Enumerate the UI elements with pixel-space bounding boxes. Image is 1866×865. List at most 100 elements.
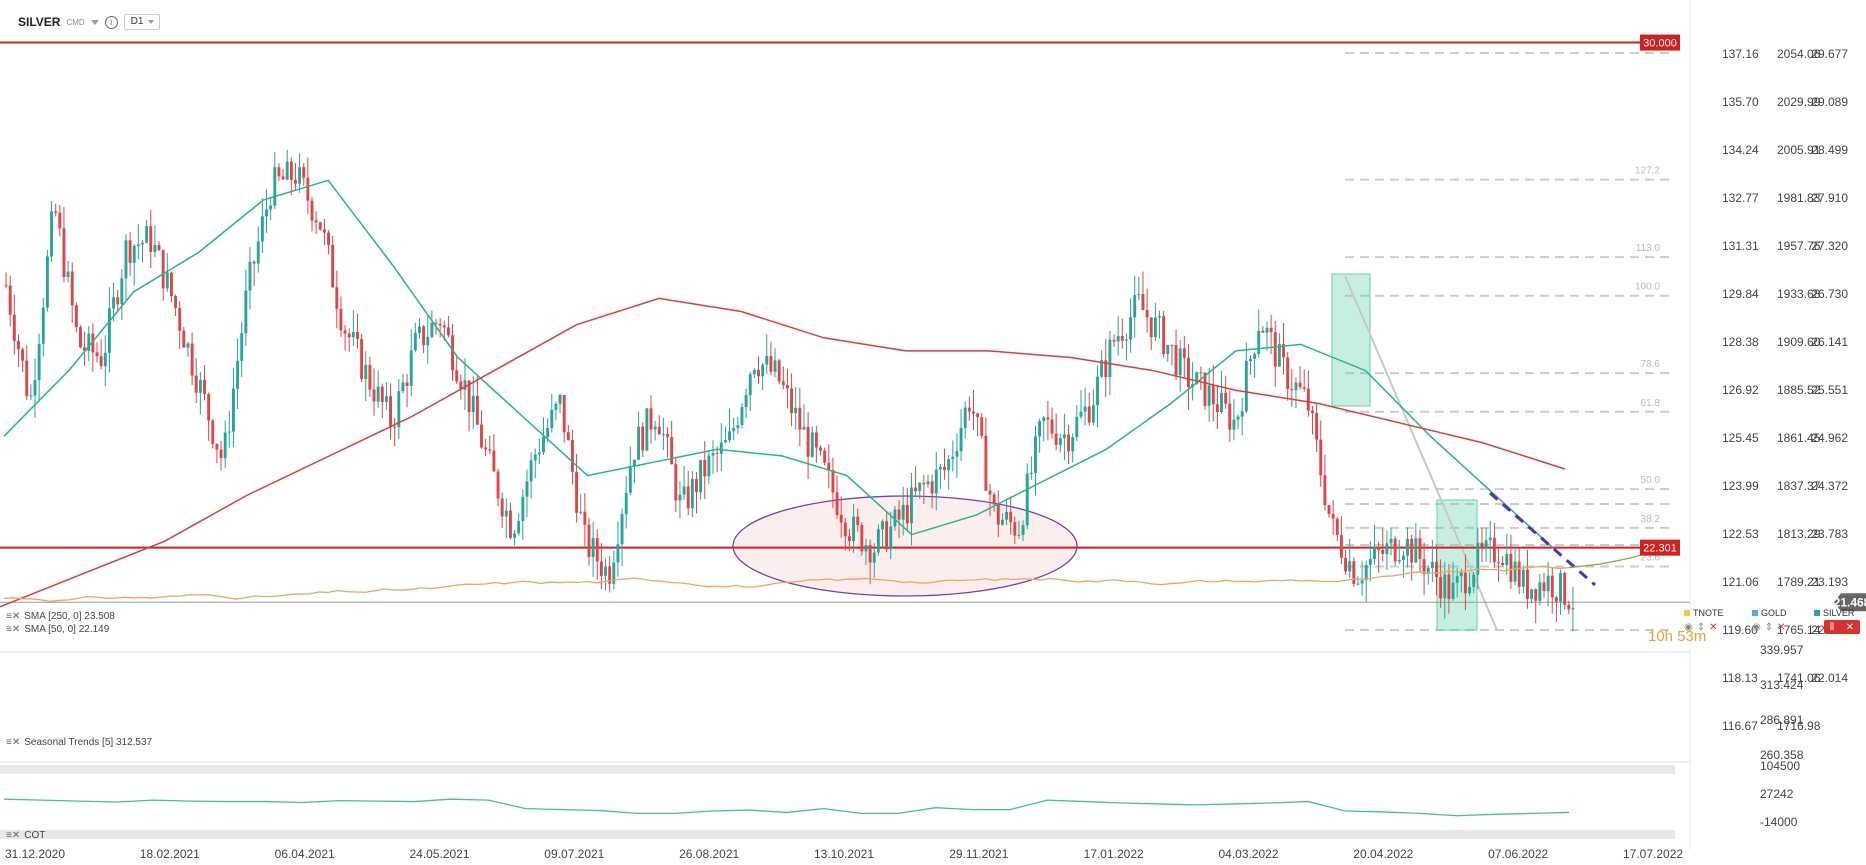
candle-body [748,374,752,396]
eye-icon[interactable]: ◉ [1752,622,1761,633]
candle-body [624,492,628,514]
candle-body [182,330,186,348]
candle-body [269,205,273,210]
candle-body [1182,348,1186,358]
candle-body [1352,561,1356,584]
sma250-indicator-label[interactable]: ≡✕ SMA [250, 0] 23.508 [6,611,115,622]
close-icon[interactable]: ✕ [1845,621,1855,633]
gold-controls[interactable]: ◉ ⇕ ✕ [1752,622,1786,633]
menu-icon[interactable]: ≡✕ [6,611,21,622]
price-axis-3-label: 27.910 [1811,191,1848,205]
candle-body [66,271,70,277]
candle-body [116,297,120,305]
candle-body [1480,542,1484,549]
candle-body [558,394,562,404]
candle-body [29,395,33,397]
price-axis-1-label: 129.84 [1722,287,1759,301]
candle-body [1034,436,1037,473]
candle-body [984,435,988,491]
candle-body [356,332,359,339]
candle-body [641,426,645,451]
candle-body [306,177,310,201]
candle-body [1277,343,1281,367]
candle-body [591,538,595,557]
close-icon[interactable]: ✕ [1777,622,1786,633]
symbol-label[interactable]: SILVER [18,15,61,29]
candle-body [79,327,82,348]
candle-body [1244,361,1248,412]
price-axis-2-label: 1885.52 [1777,383,1821,397]
candle-body [612,562,616,584]
candle-body [1096,376,1099,406]
candle-body [128,240,132,263]
candle-body [757,369,760,377]
candle-body [285,161,289,180]
eye-icon[interactable]: ◉ [1684,622,1693,633]
menu-icon[interactable]: ≡✕ [6,830,21,841]
candle-body [1079,411,1083,417]
legend-tnote[interactable]: TNOTE [1684,608,1724,618]
seasonal-text: Seasonal Trends [5] 312.537 [24,737,153,748]
candle-body [1058,438,1062,445]
date-axis-label: 24.05.2021 [409,847,469,861]
candle-body [413,332,417,351]
candle-body [1091,405,1095,423]
legend-silver[interactable]: SILVER [1814,608,1854,618]
legend-gold[interactable]: GOLD [1752,608,1787,618]
timeframe-select[interactable]: D1 [123,14,161,30]
cot-axis-label: 104500 [1760,759,1800,773]
candle-body [1042,417,1046,422]
candle-body [343,330,347,334]
seasonal-indicator-label[interactable]: ≡✕ Seasonal Trends [5] 312.537 [6,737,152,748]
seasonal-axis-label: 313.424 [1760,678,1804,692]
candle-body [732,428,736,432]
candle-body [409,350,413,386]
menu-icon[interactable]: ≡✕ [6,624,21,635]
candle-body [12,314,16,342]
silver-controls[interactable]: ⫴ ✕ [1824,620,1860,634]
price-axis-1-label: 122.53 [1722,527,1759,541]
candle-body [21,349,25,361]
date-axis-label: 20.04.2022 [1353,847,1413,861]
candle-body [1025,473,1029,526]
candle-body [120,278,124,305]
candle-body [674,464,678,501]
chevron-down-icon[interactable] [90,19,99,25]
candle-body [707,455,711,477]
candle-body [1224,392,1228,404]
symbol-header[interactable]: SILVER CMD i D1 [18,14,161,30]
date-axis-label: 31.12.2020 [5,847,65,861]
candle-icon[interactable]: ⫴ [1829,621,1835,633]
candle-body [992,494,996,505]
sort-icon[interactable]: ⇕ [1764,622,1774,633]
candle-body [810,432,814,457]
menu-icon[interactable]: ≡✕ [6,737,21,748]
candle-body [178,307,182,331]
candle-body [1559,573,1562,602]
tnote-controls[interactable]: ◉ ⇕ ✕ [1684,622,1718,633]
candle-body [827,462,831,470]
sma50-indicator-label[interactable]: ≡✕ SMA [50, 0] 22.149 [6,624,109,635]
sort-icon[interactable]: ⇕ [1696,622,1706,633]
fib-level-label: 78.6 [1641,359,1661,370]
candle-body [835,492,839,515]
close-icon[interactable]: ✕ [1709,622,1718,633]
candle-body [434,322,438,324]
candle-body [802,426,806,430]
info-icon[interactable]: i [104,15,118,29]
price-axis-1-label: 131.31 [1722,239,1759,253]
candle-body [1075,416,1079,438]
candle-body [976,413,980,418]
candle-body [1067,434,1071,452]
date-axis-label: 13.10.2021 [814,847,874,861]
candle-body [298,167,302,184]
candle-body [1373,546,1376,559]
candle-body [161,250,165,289]
candle-body [426,336,430,346]
candle-body [1501,562,1505,566]
candle-body [670,437,674,465]
cot-indicator-label[interactable]: ≡✕ COT [6,830,45,841]
candle-body [972,411,975,414]
current-price-badge-bg [1834,593,1866,612]
